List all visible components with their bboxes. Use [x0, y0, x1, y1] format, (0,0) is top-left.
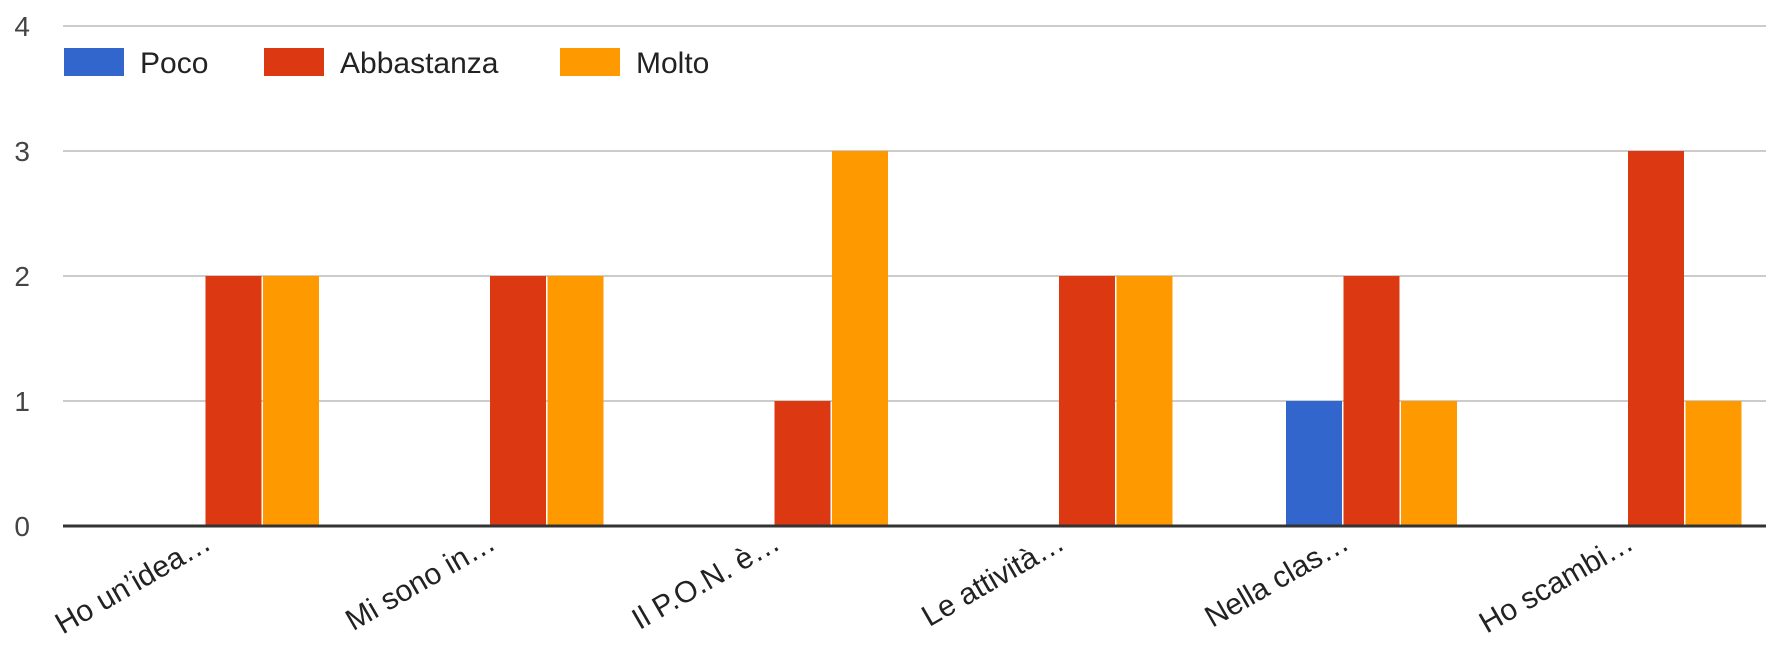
- legend-label-molto: Molto: [636, 47, 709, 80]
- bar-abbastanza: [774, 401, 831, 526]
- category-label: Le attività…: [916, 525, 1070, 633]
- y-tick-label: 0: [14, 511, 30, 542]
- legend-label-abbastanza: Abbastanza: [340, 47, 499, 80]
- category-label: Il P.O.N. è…: [627, 525, 786, 636]
- bar-poco: [1286, 401, 1342, 526]
- x-axis-labels: Ho un’idea… Mi sono in… Il P.O.N. è… Le att…: [50, 525, 1639, 640]
- bar-abbastanza: [1059, 276, 1115, 526]
- legend: Poco Abbastanza Molto: [64, 47, 709, 80]
- bar-molto: [1401, 401, 1457, 526]
- bar-molto: [832, 151, 888, 526]
- y-tick-label: 1: [14, 386, 30, 417]
- y-axis-ticks: 0 1 2 3 4: [14, 11, 30, 542]
- legend-label-poco: Poco: [140, 47, 208, 80]
- y-tick-label: 4: [14, 11, 30, 42]
- category-label: Nella clas…: [1199, 525, 1354, 634]
- bar-abbastanza: [490, 276, 546, 526]
- bar-molto: [1116, 276, 1173, 526]
- bar-abbastanza: [205, 276, 262, 526]
- bar-abbastanza: [1628, 151, 1684, 526]
- legend-swatch-poco: [64, 48, 124, 76]
- category-label: Mi sono in…: [340, 525, 501, 637]
- bar-molto: [263, 276, 319, 526]
- bars: [205, 151, 1742, 526]
- bar-molto: [1685, 401, 1742, 526]
- y-tick-label: 2: [14, 261, 30, 292]
- bar-molto: [547, 276, 604, 526]
- legend-swatch-molto: [560, 48, 620, 76]
- gridlines: [63, 25, 1766, 402]
- y-tick-label: 3: [14, 136, 30, 167]
- category-label: Ho un’idea…: [50, 525, 217, 640]
- bar-abbastanza: [1343, 276, 1400, 526]
- legend-swatch-abbastanza: [264, 48, 324, 76]
- category-label: Ho scambi…: [1474, 525, 1639, 639]
